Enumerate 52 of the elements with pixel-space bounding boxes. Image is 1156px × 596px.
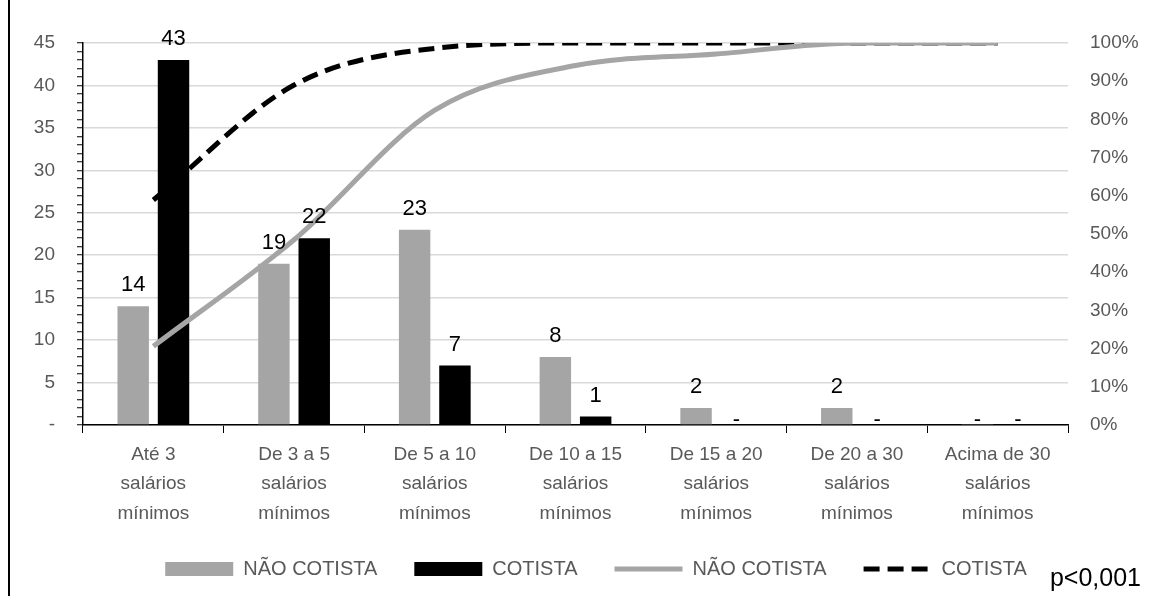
x-tick-label: Acima de 30 salários mínimos	[944, 442, 1051, 523]
data-label: 22	[301, 203, 327, 229]
legend-label: NÃO COTISTA	[243, 555, 378, 579]
y-tick-label: 10	[33, 328, 55, 350]
bar	[539, 357, 572, 425]
data-label: 1	[589, 381, 602, 407]
data-label: 7	[448, 330, 462, 356]
y-tick-label: 45	[33, 31, 55, 53]
y2-tick-label: 40%	[1090, 260, 1129, 282]
x-tick-label: De 15 a 20 salários mínimos	[669, 442, 763, 523]
y-tick-label: 20	[33, 243, 55, 265]
y-tick-label: 30	[33, 158, 55, 180]
y2-tick-label: 60%	[1090, 184, 1129, 206]
legend-label: NÃO COTISTA	[692, 555, 828, 579]
x-tick-label: De 10 a 15 salários mínimos	[529, 442, 622, 523]
data-label: 43	[161, 24, 186, 50]
bar	[821, 408, 853, 425]
y2-tick-label: 50%	[1090, 222, 1129, 244]
y-tick-label: 15	[33, 285, 55, 307]
y-tick-label: 40	[33, 73, 55, 95]
y2-tick-label: 20%	[1090, 336, 1129, 358]
data-label: -	[973, 406, 982, 431]
y2-tick-label: 30%	[1090, 298, 1129, 320]
data-label: -	[873, 406, 881, 431]
legend-label: COTISTA	[941, 556, 1028, 579]
y-tick-label: -	[48, 413, 55, 435]
data-label: 2	[830, 373, 843, 399]
text: p<0,001	[1049, 562, 1141, 591]
x-tick-label: Até 3 salários mínimos	[117, 442, 190, 523]
data-label: 2	[689, 373, 703, 399]
x-tick-label: De 5 a 10 salários mínimos	[393, 442, 476, 523]
data-label: -	[1014, 406, 1022, 431]
y-tick-label: 25	[33, 201, 55, 223]
y2-tick-label: 0%	[1090, 413, 1118, 435]
x-tick-label: De 20 a 30 salários mínimos	[810, 442, 904, 523]
y-tick-label: 35	[33, 116, 55, 138]
data-label: 14	[120, 271, 146, 297]
y2-tick-label: 100%	[1090, 31, 1139, 53]
legend-label: COTISTA	[492, 556, 579, 579]
bar	[398, 229, 431, 425]
x-tick-label: De 3 a 5 salários mínimos	[258, 442, 330, 523]
bar	[117, 306, 149, 425]
y2-tick-label: 70%	[1090, 145, 1129, 167]
bar	[680, 408, 712, 425]
y2-tick-label: 80%	[1090, 107, 1129, 129]
data-label: 23	[402, 194, 427, 220]
data-label: 19	[261, 228, 287, 254]
y-tick-label: 5	[44, 370, 55, 392]
y2-tick-label: 10%	[1090, 375, 1129, 397]
data-label: 8	[549, 322, 562, 348]
y2-tick-label: 90%	[1090, 69, 1129, 91]
data-label: -	[732, 406, 741, 431]
